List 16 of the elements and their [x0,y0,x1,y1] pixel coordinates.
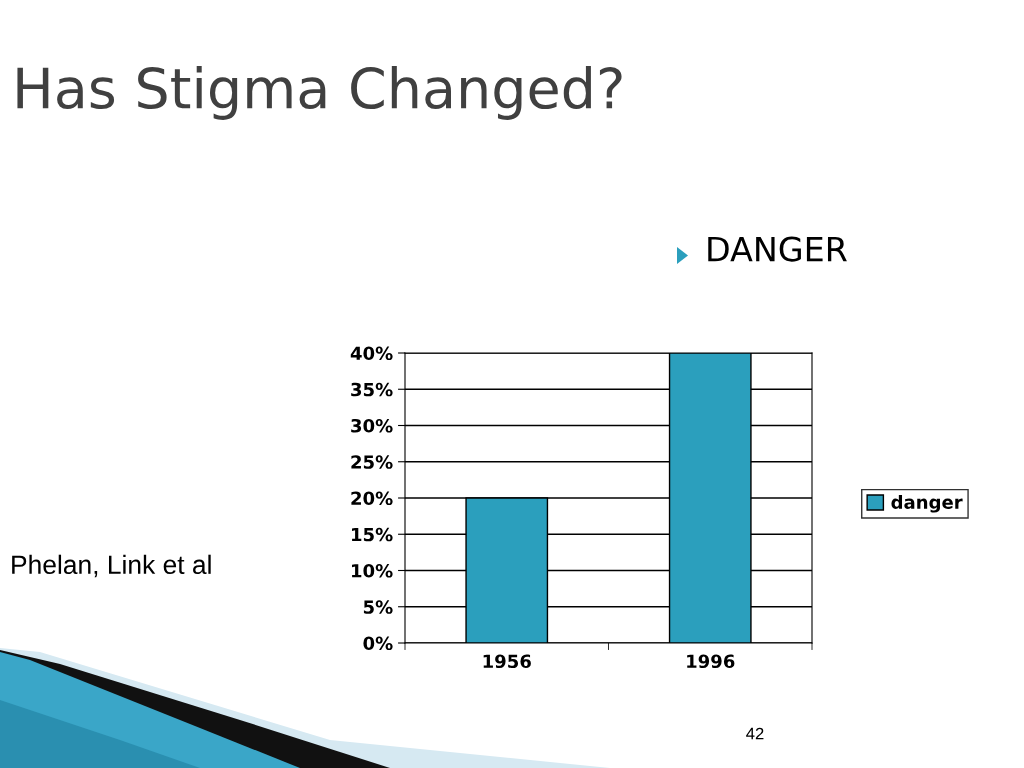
y-tick-label: 40% [350,346,393,361]
y-tick-label: 5% [363,600,393,614]
y-tick-label: 25% [351,455,393,469]
y-tick-label: 0% [363,636,393,651]
y-tick-label: 10% [352,563,393,578]
text: 42 [746,727,764,740]
chart-title: Has Stigma Changed? [17,66,622,120]
x-tick-label: 1956 [483,654,531,669]
y-tick-label: 20% [351,491,393,506]
text: Phelan, Link et al [12,554,211,578]
y-tick-label: 35% [351,382,393,397]
chart-subtitle: DANGER [708,236,847,262]
legend-label: danger [891,494,963,513]
x-tick-label: 1996 [687,654,735,669]
y-tick-label: 30% [351,418,393,433]
y-tick-label: 15% [352,527,393,542]
